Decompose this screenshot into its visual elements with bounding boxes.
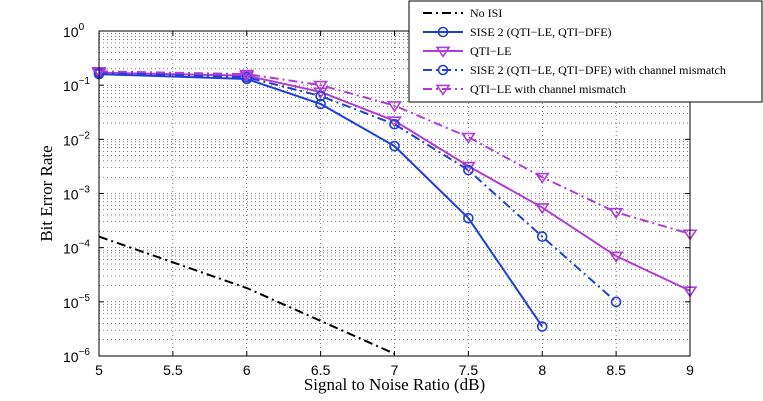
- series-line: [98, 235, 395, 355]
- x-tick-label: 7: [391, 362, 399, 378]
- y-tick-label: 10−1: [63, 76, 90, 94]
- legend-entry-label: SISE 2 (QTI−LE, QTI−DFE): [470, 25, 612, 39]
- data-point: [315, 98, 326, 110]
- series-line: [98, 71, 691, 292]
- data-point: [608, 251, 624, 263]
- y-tick-label: 10−3: [63, 185, 90, 203]
- x-tick-label: 5.5: [163, 362, 183, 378]
- data-point: [241, 71, 253, 83]
- x-tick-label: 7.5: [459, 362, 479, 378]
- series-No ISI: [98, 235, 395, 355]
- x-tick-label: 5: [95, 362, 103, 378]
- x-tick-label: 6: [243, 362, 251, 378]
- series-group: [91, 66, 698, 355]
- axis-ticks: 5 5.5 6 6.5 7 7.5 8 8.5 9 100 10−1 10−2 10−3 10−4 10−5…: [63, 22, 694, 378]
- data-point: [460, 132, 476, 144]
- data-point: [389, 140, 400, 152]
- x-tick-label: 8.5: [606, 362, 626, 378]
- y-tick-label: 10−2: [63, 130, 90, 148]
- legend-marker: [435, 46, 451, 58]
- series-line: [98, 70, 691, 235]
- legend-box: [408, 0, 763, 103]
- x-axis-label: Signal to Noise Ratio (dB): [304, 375, 485, 394]
- y-tick-label: 10−4: [63, 239, 90, 257]
- data-point: [463, 164, 474, 176]
- data-point: [610, 296, 622, 308]
- legend-entry-label: QTI−LE with channel mismatch: [470, 82, 626, 96]
- x-tick-label: 9: [686, 362, 694, 378]
- y-tick-label: 10−5: [63, 293, 90, 311]
- series-line: [98, 71, 617, 303]
- legend-entry-label: No ISI: [470, 6, 502, 20]
- data-point: [313, 80, 329, 93]
- y-tick-label: 10−6: [63, 347, 90, 365]
- data-point: [534, 203, 550, 215]
- series-QTI−LE with channel mismatch: [91, 66, 698, 241]
- x-tick-label: 8: [538, 362, 546, 378]
- data-point: [536, 231, 548, 242]
- x-tick-label: 6.5: [311, 362, 331, 378]
- data-point: [239, 69, 255, 81]
- legend-entry-label: QTI−LE: [470, 44, 511, 58]
- legend-entry-label: SISE 2 (QTI−LE, QTI−DFE) with channel mi…: [470, 63, 726, 77]
- y-tick-label: 100: [63, 22, 85, 40]
- y-axis-label: Bit Error Rate: [37, 145, 56, 241]
- series-line: [98, 73, 544, 328]
- data-point: [608, 207, 624, 220]
- legend: No ISI SISE 2 (QTI−LE, QTI−DFE) QTI−LE SISE…: [408, 0, 763, 103]
- data-point: [534, 172, 550, 185]
- data-point: [387, 101, 402, 113]
- data-point: [536, 321, 548, 332]
- legend-marker: [437, 26, 449, 38]
- legend-marker: [435, 84, 451, 96]
- data-point: [389, 118, 400, 130]
- data-point: [463, 212, 474, 224]
- legend-marker: [437, 64, 449, 76]
